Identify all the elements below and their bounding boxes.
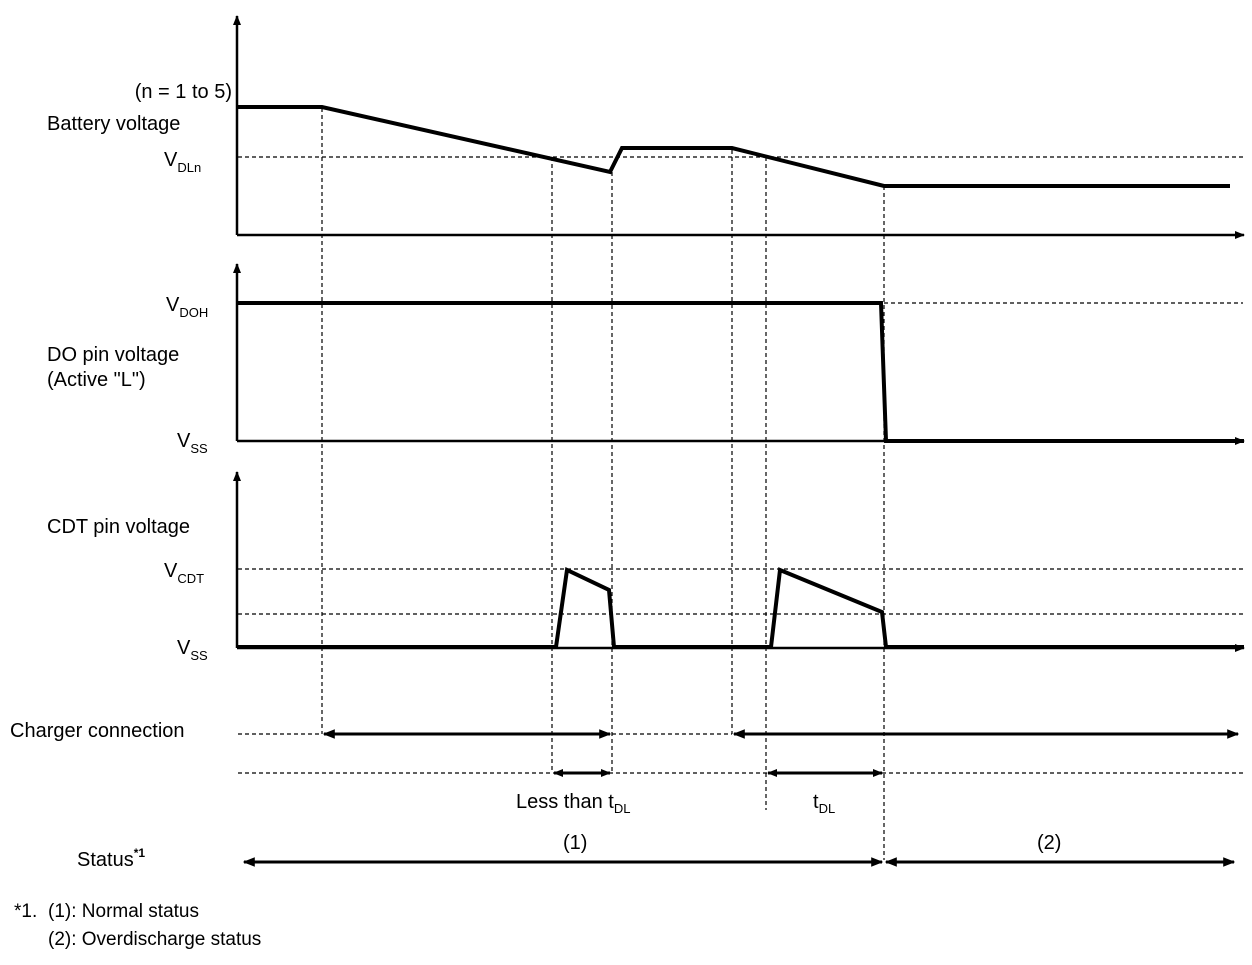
footnote-row-1: *1. (1): Normal status bbox=[14, 898, 261, 926]
vdln-label: VDLn bbox=[164, 149, 201, 175]
duration-arrows bbox=[242, 729, 1240, 867]
reference-dashed-lines bbox=[238, 108, 1243, 860]
do-pin-label-line2: (Active "L") bbox=[47, 369, 146, 391]
less-than-tdl-label: Less than tDL bbox=[516, 791, 630, 816]
waveforms bbox=[238, 105, 1244, 649]
status-label: Status*1 bbox=[77, 846, 145, 871]
n-range-note: (n = 1 to 5) bbox=[135, 81, 232, 103]
vcdt-label: VCDT bbox=[164, 560, 204, 586]
cdt-pin-label: CDT pin voltage bbox=[47, 516, 190, 538]
do-vss-label: VSS bbox=[177, 430, 208, 456]
vdoh-label: VDOH bbox=[166, 294, 208, 320]
axes bbox=[233, 15, 1245, 652]
cdt-vss-label: VSS bbox=[177, 637, 208, 663]
footnote-row-2: (2): Overdischarge status bbox=[14, 926, 261, 954]
battery-voltage-waveform bbox=[238, 105, 1230, 188]
status-region-1-label: (1) bbox=[563, 832, 587, 854]
footnote-mark: *1. bbox=[14, 901, 38, 922]
charger-connection-label: Charger connection bbox=[10, 720, 185, 742]
battery-voltage-label: Battery voltage bbox=[47, 113, 180, 135]
cdt-pin-waveform bbox=[238, 567, 1244, 649]
do-pin-label-line1: DO pin voltage bbox=[47, 344, 179, 366]
footnote-item-overdischarge: (2): Overdischarge status bbox=[48, 929, 262, 950]
do-pin-waveform bbox=[238, 301, 1244, 443]
status-region-2-label: (2) bbox=[1037, 832, 1061, 854]
footnotes: *1. (1): Normal status (2): Overdischarg… bbox=[14, 898, 261, 954]
tdl-label: tDL bbox=[813, 791, 835, 816]
footnote-item-normal: (1): Normal status bbox=[48, 901, 199, 922]
